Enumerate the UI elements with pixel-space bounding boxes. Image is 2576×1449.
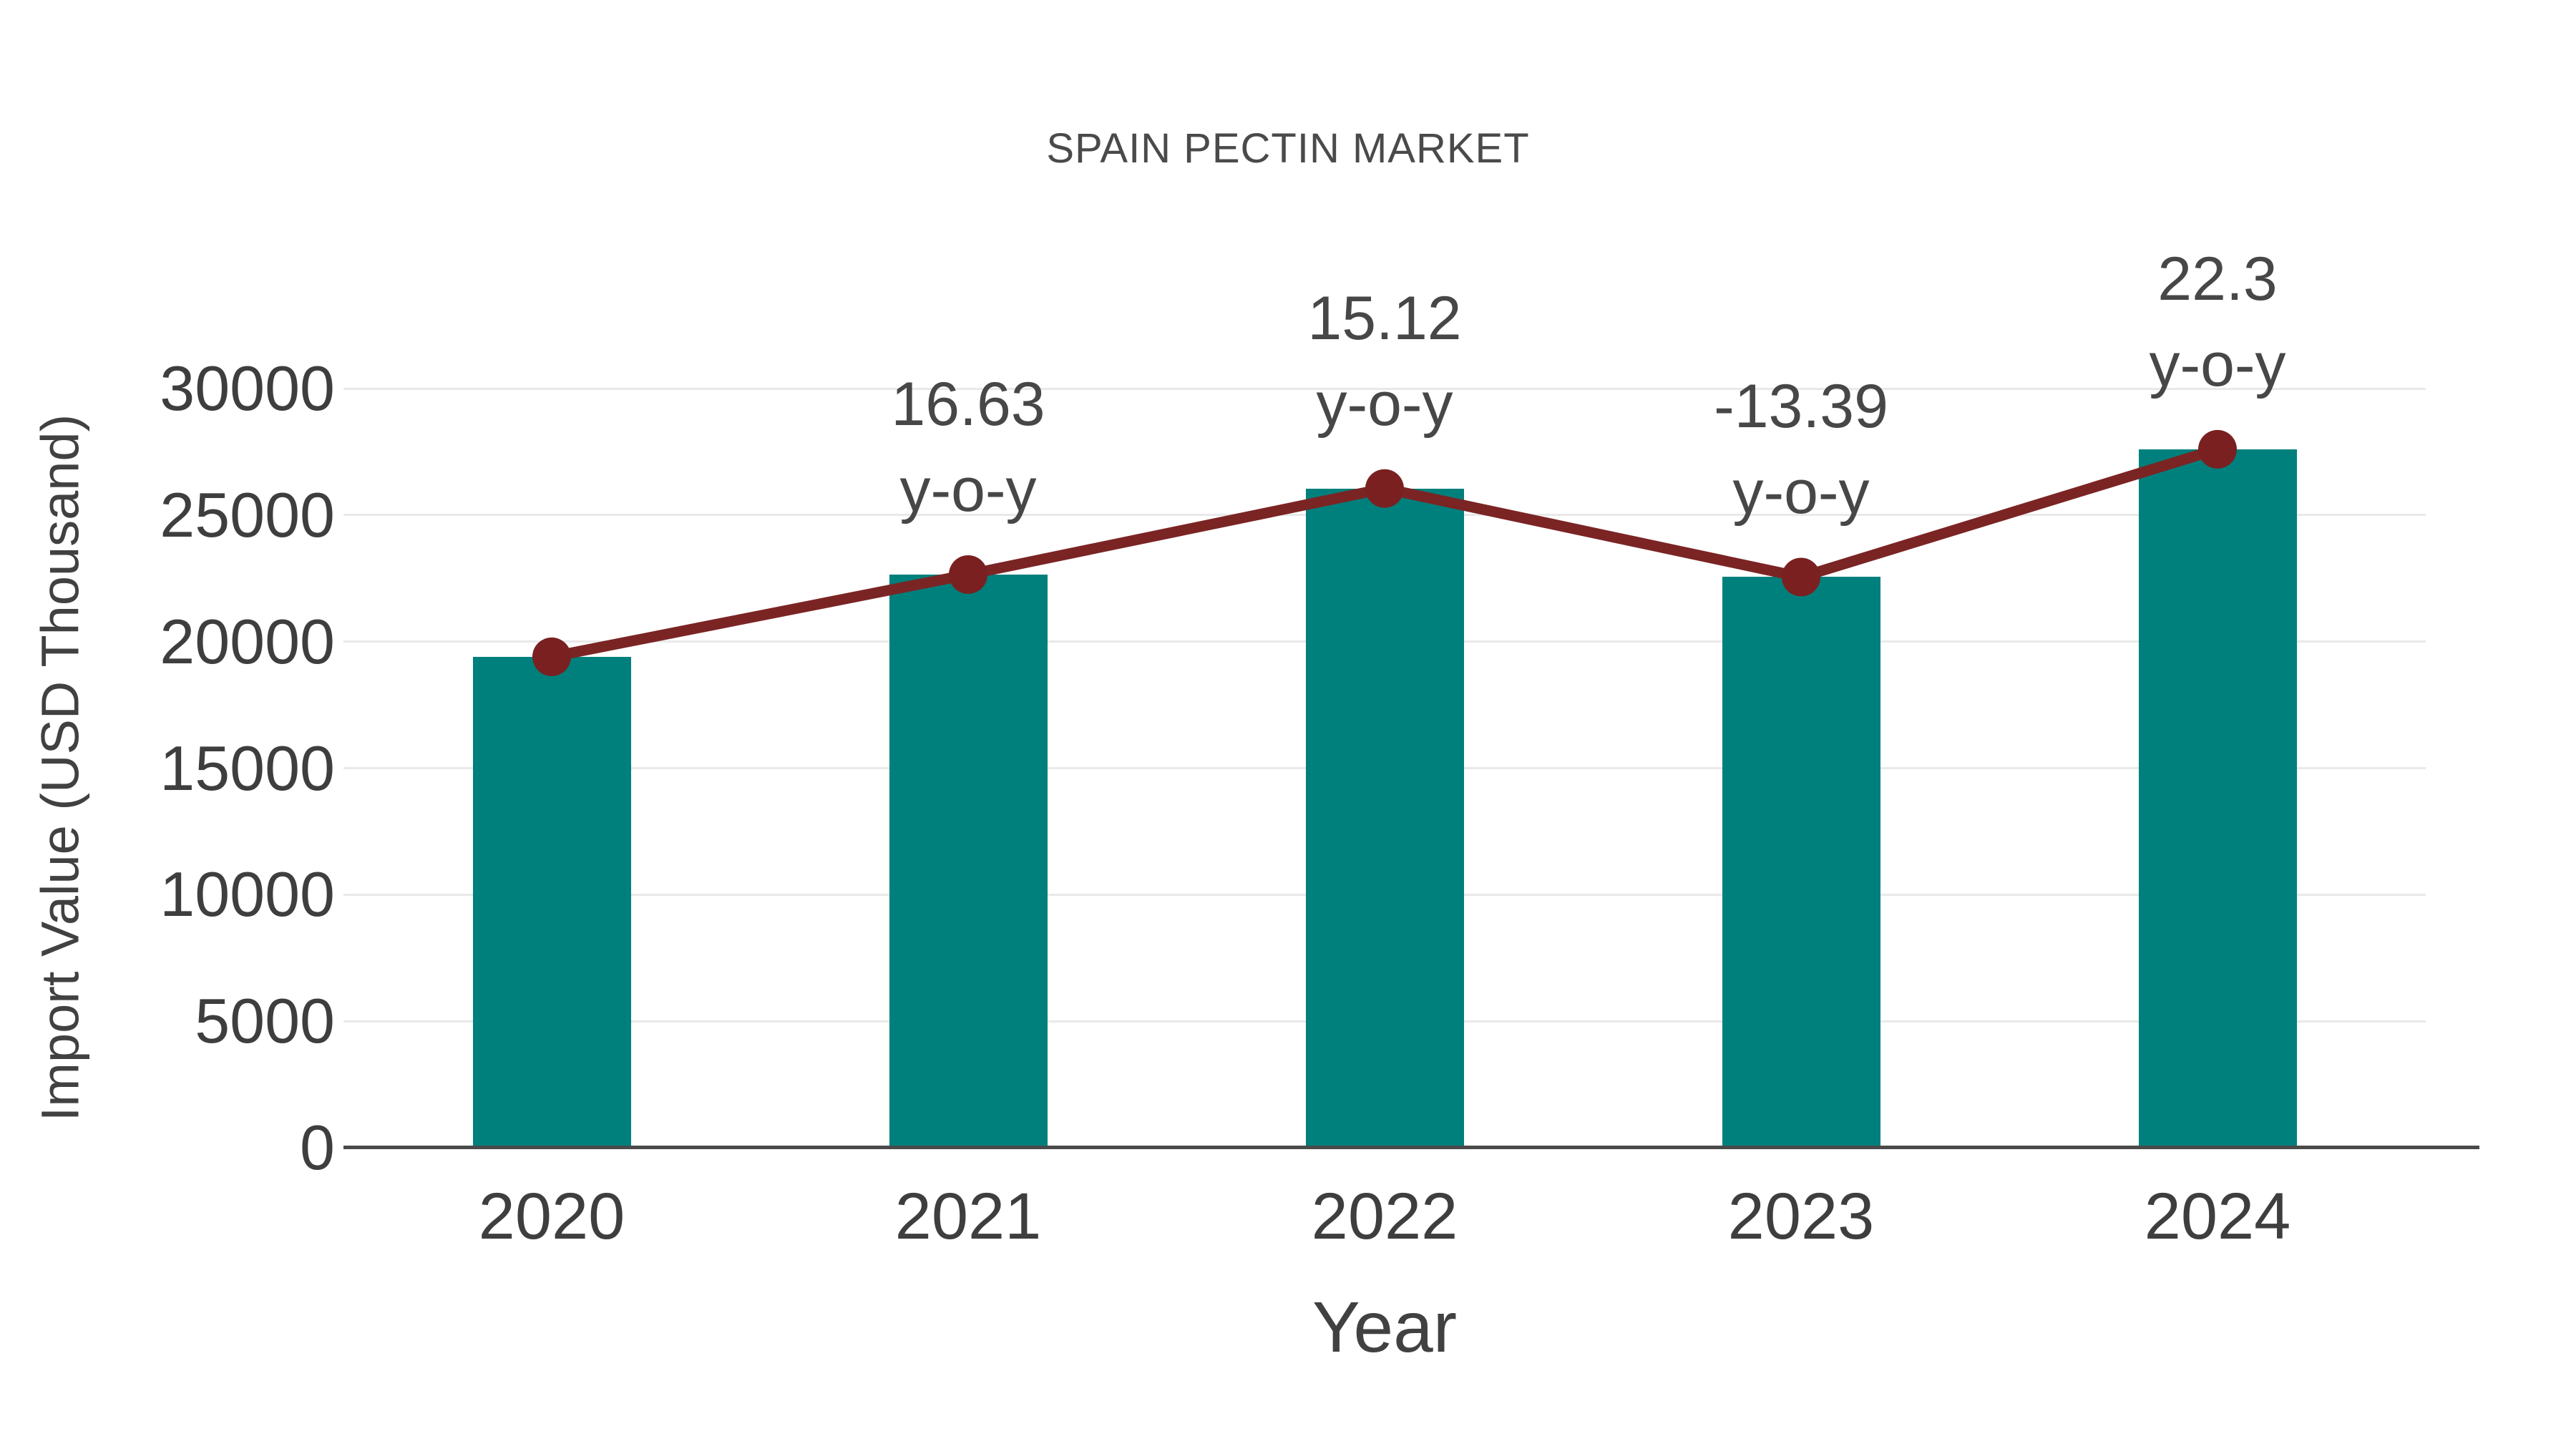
annotation-2021-value: 16.63 <box>891 369 1045 439</box>
x-axis-title: Year <box>1312 1287 1458 1367</box>
y-tick-label-10000: 10000 <box>160 859 335 930</box>
y-tick-label-15000: 15000 <box>160 732 335 804</box>
x-tick-label-2020: 2020 <box>478 1180 625 1253</box>
annotation-2024-value: 22.3 <box>2157 244 2278 313</box>
bar-2021 <box>889 574 1048 1148</box>
y-tick-label-20000: 20000 <box>160 605 335 677</box>
annotation-2021-suffix: y-o-y <box>899 455 1037 525</box>
annotation-2023-value: -13.39 <box>1714 372 1888 441</box>
chart-title: SPAIN PECTIN MARKET <box>1046 125 1530 172</box>
annotation-2024-suffix: y-o-y <box>2149 330 2286 399</box>
x-axis-line <box>343 1146 2479 1149</box>
y-tick-label-5000: 5000 <box>195 985 335 1057</box>
bar-2022 <box>1305 488 1464 1148</box>
annotation-2022-value: 15.12 <box>1307 283 1462 353</box>
bar-2023 <box>1722 577 1880 1148</box>
x-tick-label-2023: 2023 <box>1727 1180 1875 1253</box>
gridline-30000 <box>343 387 2426 390</box>
bar-2024 <box>2138 449 2297 1148</box>
bar-2020 <box>472 656 631 1148</box>
x-tick-label-2022: 2022 <box>1311 1180 1458 1253</box>
annotation-2023-suffix: y-o-y <box>1732 458 1870 527</box>
x-tick-label-2024: 2024 <box>2144 1180 2291 1253</box>
y-tick-label-25000: 25000 <box>160 479 335 550</box>
y-tick-label-0: 0 <box>300 1112 335 1183</box>
x-tick-label-2021: 2021 <box>894 1180 1042 1253</box>
y-tick-label-30000: 30000 <box>160 353 335 424</box>
annotation-2022-suffix: y-o-y <box>1316 369 1453 439</box>
